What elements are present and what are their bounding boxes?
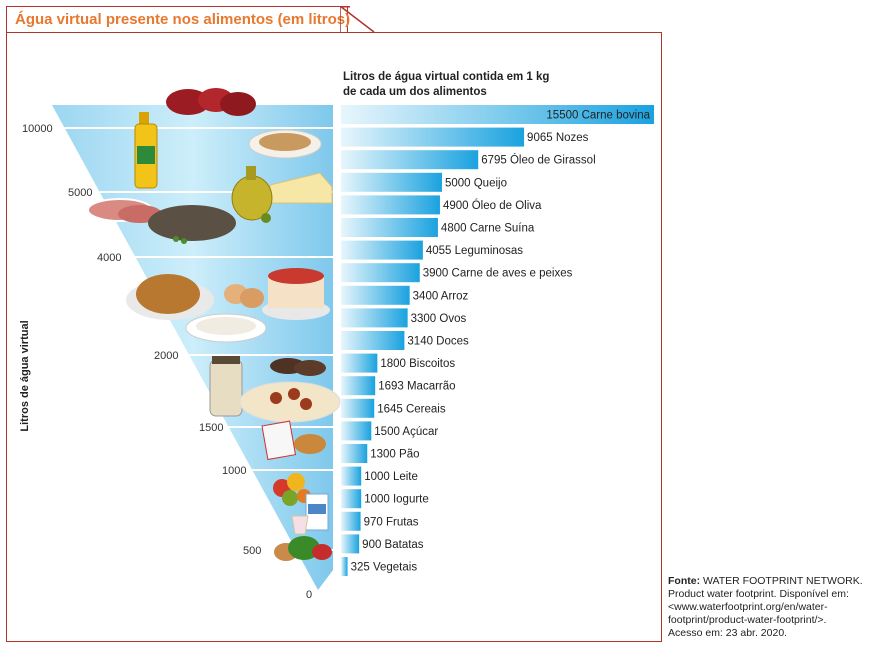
title-tab-corner-icon xyxy=(340,6,375,33)
bar-label: 9065 Nozes xyxy=(527,132,589,144)
bar-label: 4900 Óleo de Oliva xyxy=(443,199,542,212)
bread-icon xyxy=(294,434,326,454)
bar xyxy=(341,444,368,463)
y-tick-label: 5000 xyxy=(68,187,92,199)
bar xyxy=(341,127,525,147)
chart-title: Água virtual presente nos alimentos (em … xyxy=(15,11,351,28)
eggs-icon xyxy=(224,284,264,308)
y-axis-label: Litros de água virtual xyxy=(19,320,31,432)
chart-frame xyxy=(6,32,662,642)
vegetables-icon xyxy=(288,536,332,560)
bar-label: 1645 Cereais xyxy=(377,403,446,415)
bar xyxy=(341,511,361,531)
source-label: Fonte: xyxy=(668,575,701,587)
bar xyxy=(341,398,375,418)
bar-label: 970 Frutas xyxy=(364,516,419,528)
cake-icon xyxy=(262,268,330,320)
bar-label: 1000 Leite xyxy=(364,471,418,483)
bar xyxy=(341,489,362,509)
sugar-bag-icon xyxy=(261,420,297,461)
pork-chops-icon xyxy=(87,198,162,223)
bar xyxy=(341,285,410,305)
bar-label: 5000 Queijo xyxy=(445,177,507,189)
y-tick-label: 4000 xyxy=(97,252,121,264)
funnel-shape xyxy=(52,105,333,590)
bar xyxy=(341,534,360,554)
bar-label: 15500 Carne bovina xyxy=(546,110,650,122)
y-tick-label: 1500 xyxy=(199,422,223,434)
bar-label: 6795 Óleo de Girassol xyxy=(481,154,595,167)
milk-carton-icon xyxy=(305,493,329,531)
bars-header-line1: Litros de água virtual contida em 1 kg xyxy=(343,71,550,83)
roast-chicken-icon xyxy=(126,274,214,320)
y-tick-label: 2000 xyxy=(154,350,178,362)
bar-label: 4800 Carne Suína xyxy=(441,223,535,235)
bar xyxy=(341,331,405,350)
walnuts-plate-icon xyxy=(248,129,322,159)
bar xyxy=(341,353,378,373)
bar-label: 3140 Doces xyxy=(407,336,469,348)
bars-header: Litros de água virtual contida em 1 kg d… xyxy=(343,70,643,100)
olive-oil-jar-icon xyxy=(231,166,273,223)
bar-label: 1800 Biscoitos xyxy=(380,358,455,370)
bar-label: 1693 Macarrão xyxy=(378,381,455,393)
bar xyxy=(341,376,376,396)
bar xyxy=(341,195,440,215)
cookies-icon xyxy=(270,358,326,376)
source-line2: Product water footprint. Disponível em: xyxy=(668,588,849,600)
spaghetti-icon xyxy=(239,381,341,423)
source-note: Fonte: WATER FOOTPRINT NETWORK. Product … xyxy=(668,575,878,640)
source-line4: footprint/product-water-footprint/>. xyxy=(668,614,827,626)
bar xyxy=(341,308,408,328)
y-tick-label: 500 xyxy=(243,545,261,557)
lentils-icon xyxy=(148,205,236,244)
yogurt-icon xyxy=(291,515,309,535)
bar xyxy=(341,105,654,124)
bar-label: 325 Vegetais xyxy=(351,562,418,574)
bar xyxy=(341,263,420,283)
bar-label: 4055 Leguminosas xyxy=(426,245,523,257)
bars-header-line2: de cada um dos alimentos xyxy=(343,86,487,98)
y-tick-label: 10000 xyxy=(22,123,53,135)
y-tick-label: 0 xyxy=(306,589,312,601)
bar-label: 1500 Açúcar xyxy=(374,426,438,438)
beef-steaks-icon xyxy=(166,88,256,116)
bar-label: 3300 Ovos xyxy=(411,313,467,325)
bar-label: 1300 Pão xyxy=(370,449,419,461)
bar xyxy=(341,218,438,237)
source-line5: Acesso em: 23 abr. 2020. xyxy=(668,627,788,639)
bar-label: 3400 Arroz xyxy=(413,290,469,302)
source-line1: WATER FOOTPRINT NETWORK. xyxy=(703,575,863,587)
bar xyxy=(341,240,423,260)
source-line3: <www.waterfootprint.org/en/water- xyxy=(668,601,828,613)
bar xyxy=(341,150,479,170)
y-tick-label: 1000 xyxy=(222,465,246,477)
bar-label: 3900 Carne de aves e peixes xyxy=(423,268,573,280)
bar-label: 900 Batatas xyxy=(362,539,424,551)
rice-jar-icon xyxy=(209,356,243,417)
bar xyxy=(341,466,362,486)
chart-title-tab: Água virtual presente nos alimentos (em … xyxy=(6,6,351,33)
bar-label: 1000 Iogurte xyxy=(364,494,429,506)
bar xyxy=(341,172,442,192)
bar xyxy=(341,557,348,576)
bar xyxy=(341,421,372,441)
rice-bowl-icon xyxy=(185,313,267,343)
sunflower-oil-bottle-icon xyxy=(134,112,158,189)
